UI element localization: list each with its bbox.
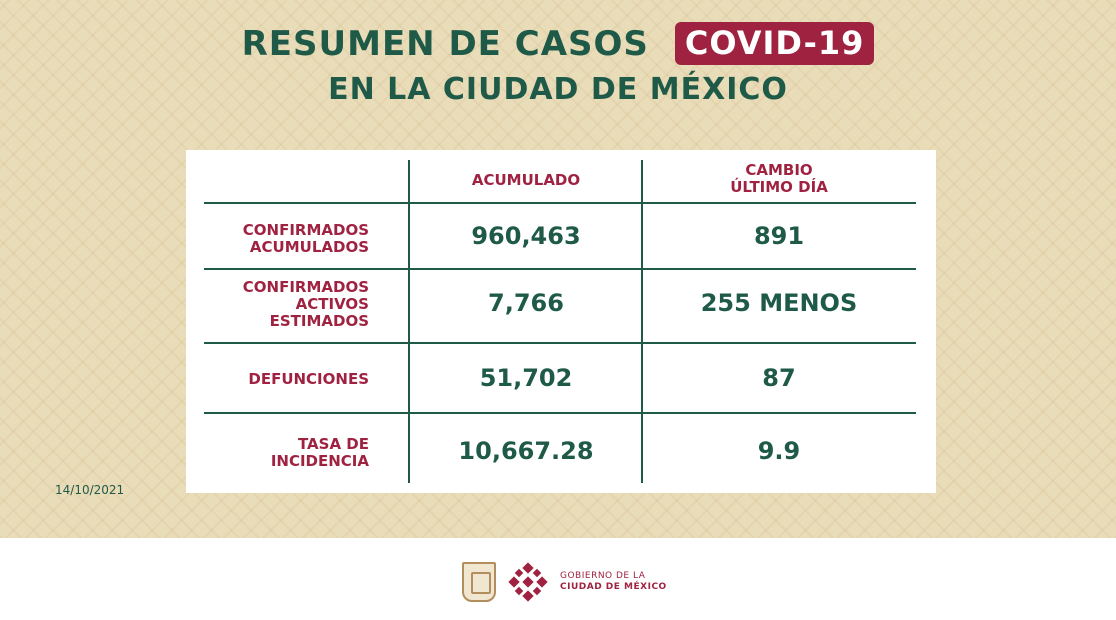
covid-badge: COVID-19 bbox=[674, 22, 875, 65]
value-cambio: 87 bbox=[762, 364, 796, 392]
summary-table: ACUMULADO CAMBIO ÚLTIMO DÍA CONFIRMADOS … bbox=[186, 150, 936, 493]
gov-wordmark: GOBIERNO DE LA CIUDAD DE MÉXICO bbox=[560, 571, 667, 593]
title-row: RESUMEN DE CASOS COVID-19 bbox=[0, 22, 1116, 65]
row-label-confirmados-activos: CONFIRMADOS ACTIVOS ESTIMADOS bbox=[242, 278, 369, 330]
gov-line-2: CIUDAD DE MÉXICO bbox=[560, 582, 667, 592]
header-acumulado: ACUMULADO bbox=[471, 171, 581, 189]
report-date: 14/10/2021 bbox=[55, 483, 125, 497]
cdmx-logo-icon bbox=[508, 562, 548, 602]
page-title: RESUMEN DE CASOS bbox=[241, 23, 649, 64]
value-cambio: 891 bbox=[753, 222, 805, 250]
row-divider bbox=[204, 412, 916, 414]
cdmx-shield-icon bbox=[462, 562, 496, 602]
row-label-defunciones: DEFUNCIONES bbox=[248, 370, 369, 388]
value-acumulado: 7,766 bbox=[488, 289, 564, 317]
row-divider bbox=[204, 202, 916, 204]
column-divider bbox=[641, 160, 643, 483]
value-cambio: 9.9 bbox=[757, 437, 801, 465]
header-cambio: CAMBIO ÚLTIMO DÍA bbox=[730, 161, 828, 196]
value-acumulado: 960,463 bbox=[471, 222, 581, 250]
column-divider bbox=[408, 160, 410, 483]
footer-logos: GOBIERNO DE LA CIUDAD DE MÉXICO bbox=[462, 562, 667, 602]
page-subtitle: EN LA CIUDAD DE MÉXICO bbox=[328, 72, 788, 107]
gov-line-1: GOBIERNO DE LA bbox=[560, 571, 646, 581]
value-acumulado: 10,667.28 bbox=[458, 437, 594, 465]
row-label-tasa-incidencia: TASA DE INCIDENCIA bbox=[270, 435, 369, 470]
row-label-confirmados-acumulados: CONFIRMADOS ACUMULADOS bbox=[242, 221, 369, 256]
value-acumulado: 51,702 bbox=[479, 364, 573, 392]
row-divider bbox=[204, 268, 916, 270]
value-cambio: 255 MENOS bbox=[700, 289, 858, 317]
footer bbox=[0, 538, 1116, 620]
row-divider bbox=[204, 342, 916, 344]
